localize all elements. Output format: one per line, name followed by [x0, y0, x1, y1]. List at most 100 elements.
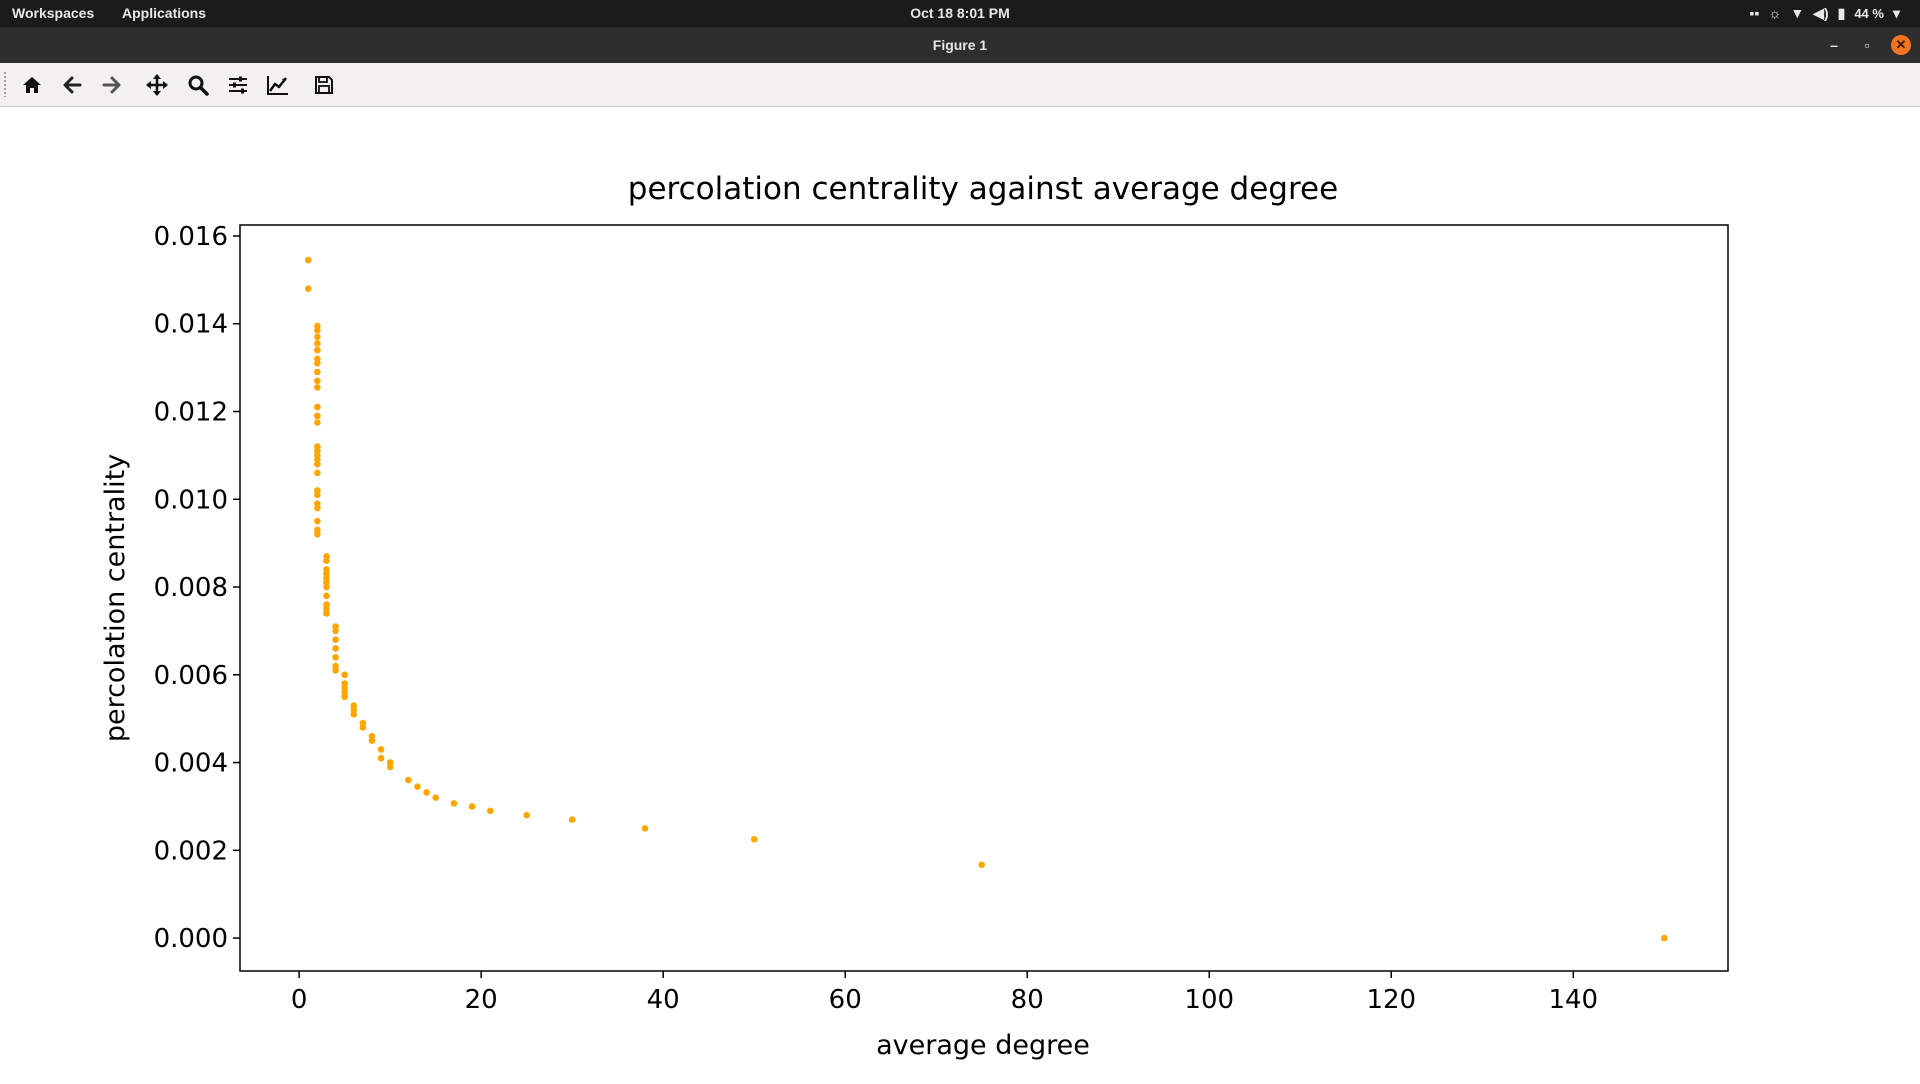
x-axis: 0 20 40 60 80 100 120 140	[291, 971, 1598, 1015]
data-point	[341, 671, 348, 679]
data-point	[314, 368, 321, 376]
data-point	[359, 724, 367, 731]
maximize-button[interactable]: ▫	[1864, 37, 1870, 53]
y-tick-label: 0.012	[154, 398, 228, 428]
data-point	[405, 776, 412, 784]
data-point	[468, 803, 476, 810]
x-tick-label: 20	[465, 985, 498, 1015]
data-points	[304, 256, 1668, 942]
data-point	[314, 504, 321, 512]
chevron-down-icon[interactable]: ▾	[1892, 5, 1900, 21]
forward-arrow-icon	[102, 76, 121, 94]
zoom-icon	[188, 75, 209, 96]
data-point	[304, 285, 312, 292]
toolbar-grip-handle[interactable]	[3, 71, 7, 97]
pan-button[interactable]	[143, 71, 171, 99]
data-point	[314, 412, 321, 420]
volume-icon[interactable]: ◀)	[1813, 5, 1829, 21]
data-point	[450, 800, 458, 807]
data-point	[368, 737, 376, 744]
applications-menu[interactable]: Applications	[122, 5, 207, 21]
display-icon[interactable]: ▪▪	[1749, 5, 1760, 21]
data-point	[314, 384, 321, 391]
configure-subplots-button[interactable]	[224, 71, 252, 99]
data-point	[314, 359, 321, 367]
battery-icon[interactable]: ▮	[1837, 5, 1846, 21]
data-point	[386, 763, 394, 771]
chart-title: percolation centrality against average d…	[628, 171, 1338, 207]
clock: Oct 18 8:01 PM	[910, 5, 1010, 21]
data-point	[323, 583, 330, 591]
minimize-button[interactable]: –	[1830, 37, 1838, 53]
y-tick-label: 0.010	[154, 485, 228, 515]
scatter-chart: percolation centrality against average d…	[100, 171, 1729, 1061]
y-tick-label: 0.004	[154, 749, 228, 779]
data-point	[314, 531, 321, 538]
data-point	[314, 491, 321, 499]
brightness-icon[interactable]: ☼	[1768, 5, 1782, 21]
data-point	[568, 816, 576, 823]
data-point	[314, 346, 321, 354]
y-tick-label: 0.014	[154, 310, 228, 340]
home-button[interactable]	[18, 71, 46, 99]
back-arrow-icon	[63, 76, 82, 94]
data-point	[414, 783, 421, 790]
system-tray: ▪▪ ☼ ▼ ◀) ▮ 44 % ▾	[1750, 4, 1900, 22]
data-point	[332, 653, 339, 661]
forward-button[interactable]	[98, 71, 126, 99]
y-tick-label: 0.016	[154, 222, 228, 252]
configure-subplots-icon	[229, 76, 247, 94]
data-point	[323, 610, 330, 617]
data-point	[314, 377, 321, 385]
save-button[interactable]	[310, 71, 338, 99]
x-tick-label: 80	[1011, 985, 1044, 1015]
figure-canvas[interactable]: percolation centrality against average d…	[0, 107, 1920, 1080]
back-button[interactable]	[58, 71, 86, 99]
data-point	[750, 836, 758, 843]
x-tick-label: 0	[291, 985, 308, 1015]
data-point	[423, 789, 430, 796]
y-tick-label: 0.008	[154, 573, 228, 603]
data-point	[341, 693, 348, 701]
save-icon	[315, 76, 333, 94]
home-icon	[23, 77, 41, 93]
x-tick-label: 120	[1366, 985, 1416, 1015]
workspaces-menu[interactable]: Workspaces	[12, 5, 95, 21]
y-tick-label: 0.002	[154, 836, 228, 866]
y-tick-label: 0.000	[154, 924, 228, 954]
x-tick-label: 140	[1548, 985, 1598, 1015]
zoom-button[interactable]	[184, 71, 212, 99]
data-point	[486, 807, 494, 815]
data-point	[377, 754, 385, 762]
system-top-bar: Workspaces Applications Oct 18 8:01 PM ▪…	[0, 0, 1920, 27]
data-point	[432, 794, 439, 801]
window-title-bar[interactable]: Figure 1 – ▫ ✕	[0, 27, 1920, 63]
data-point	[314, 469, 321, 477]
navigation-toolbar	[0, 63, 1920, 107]
edit-axes-button[interactable]	[264, 71, 292, 99]
data-point	[350, 710, 358, 718]
data-point	[332, 636, 339, 643]
data-point	[641, 825, 649, 832]
x-tick-label: 100	[1184, 985, 1234, 1015]
y-tick-label: 0.006	[154, 661, 228, 691]
data-point	[332, 627, 339, 635]
axes-frame[interactable]	[239, 224, 1729, 972]
close-button[interactable]: ✕	[1891, 35, 1911, 55]
data-point	[314, 460, 321, 468]
data-point	[314, 419, 321, 426]
data-point	[314, 340, 321, 347]
data-point	[314, 403, 321, 411]
edit-axes-icon	[267, 76, 288, 95]
data-point	[332, 645, 339, 652]
data-point	[314, 333, 321, 341]
y-axis-label: percolation centrality	[100, 454, 131, 742]
wifi-icon[interactable]: ▼	[1790, 5, 1805, 21]
data-point	[1660, 934, 1668, 942]
y-axis: 0.000 0.002 0.004 0.006 0.008 0.010 0.012 0.014…	[154, 222, 240, 954]
data-point	[323, 592, 330, 600]
data-point	[323, 557, 330, 564]
x-tick-label: 60	[829, 985, 862, 1015]
data-point	[978, 861, 986, 869]
x-tick-label: 40	[647, 985, 680, 1015]
